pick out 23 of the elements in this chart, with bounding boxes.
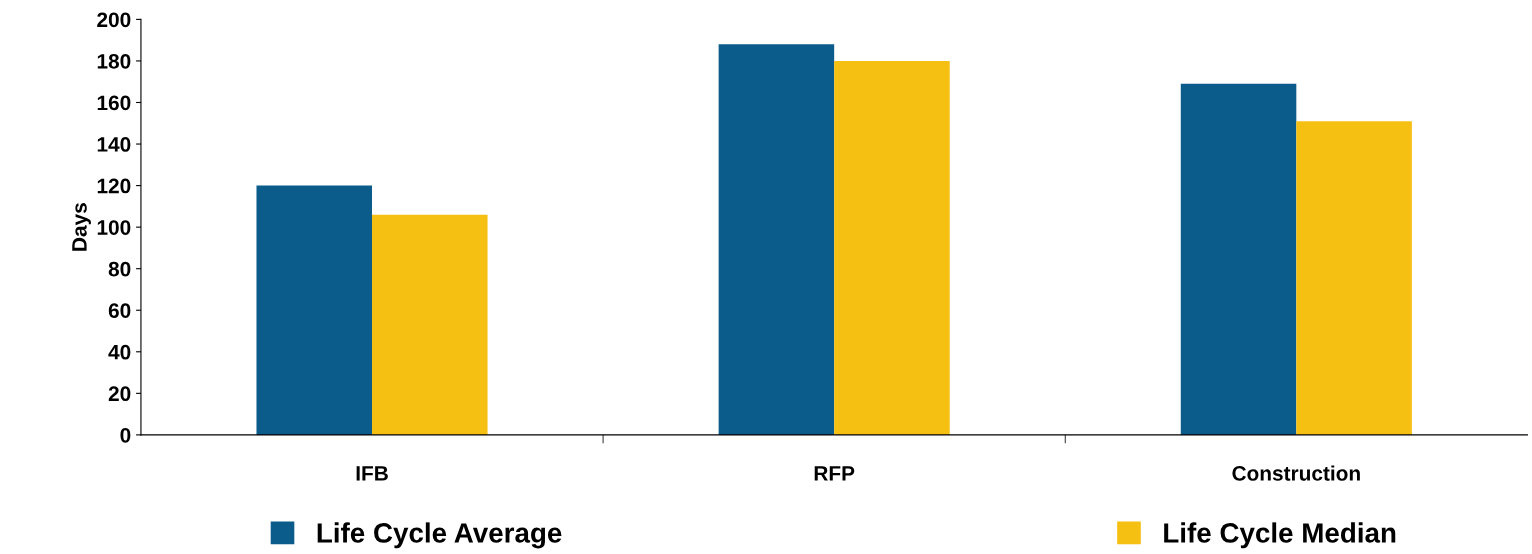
bar xyxy=(1296,121,1412,435)
bar xyxy=(834,60,950,435)
y-tick-label: 120 xyxy=(97,178,131,194)
y-tick-label: 20 xyxy=(108,386,131,402)
legend-label: Life Cycle Median xyxy=(1164,522,1396,549)
legend-label: Life Cycle Average xyxy=(317,522,562,549)
y-tick-label: 0 xyxy=(120,427,131,443)
y-tick-label: 160 xyxy=(97,95,131,111)
y-tick-label: 200 xyxy=(97,12,131,28)
bar xyxy=(718,44,835,435)
y-tick-label: 60 xyxy=(108,303,131,318)
bar xyxy=(372,214,488,435)
y-tick-label: 80 xyxy=(108,261,131,277)
x-tick-label: Construction xyxy=(1232,465,1360,481)
y-tick-label: 140 xyxy=(97,137,131,152)
y-tick-label: 40 xyxy=(108,344,131,360)
x-tick-label: RFP xyxy=(814,466,855,481)
y-tick-label: 100 xyxy=(97,220,131,235)
x-tick-label: IFB xyxy=(356,466,388,481)
y-tick-label: 180 xyxy=(97,53,131,69)
y-axis-title: Days xyxy=(72,203,91,251)
bar xyxy=(1180,83,1297,435)
bar xyxy=(256,185,373,435)
